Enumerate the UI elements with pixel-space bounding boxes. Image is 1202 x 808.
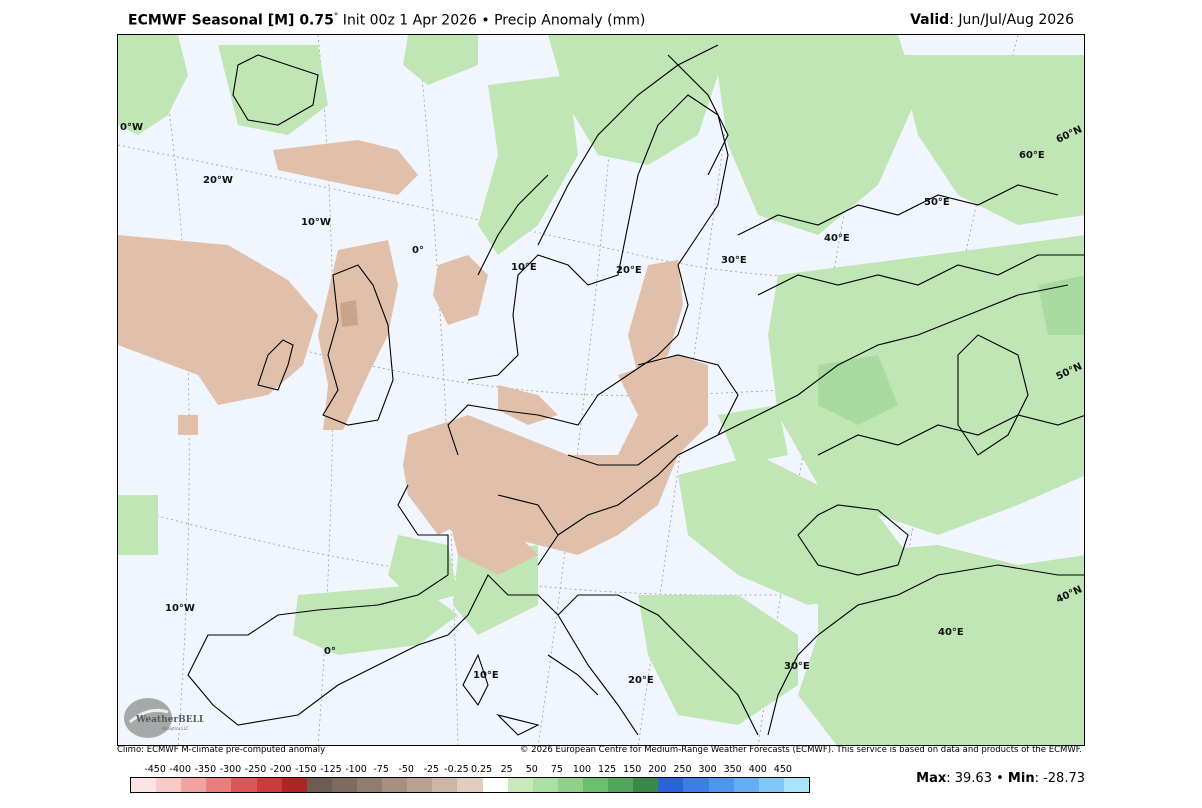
colorbar-swatch	[733, 778, 759, 792]
colorbar-swatch	[532, 778, 558, 792]
lon-label-50e: 50°E	[924, 197, 950, 208]
colorbar-tick-label: -75	[373, 764, 389, 775]
colorbar-tick-label: 100	[572, 764, 592, 775]
colorbar-tick-label: -0.25	[444, 764, 469, 775]
lon-label-30e: 30°E	[721, 255, 747, 266]
colorbar-tick-label: -450	[144, 764, 166, 775]
colorbar-tick-label: 400	[748, 764, 767, 775]
map-title: ECMWF Seasonal [M] 0.75° Init 00z 1 Apr …	[128, 12, 645, 29]
colorbar-swatch	[281, 778, 307, 792]
colorbar-swatch	[306, 778, 332, 792]
map-canvas: 0°W 20°W 10°W 0° 10°E 20°E 30°E 40°E 50°…	[118, 35, 1084, 745]
max-value: : 39.63	[946, 771, 992, 786]
colorbar	[130, 777, 810, 793]
lon-label-20e: 20°E	[616, 265, 642, 276]
dry-anomaly-strong	[340, 300, 358, 327]
model-name: ECMWF Seasonal [M] 0.75	[128, 12, 334, 29]
lon-label-10e-south: 10°E	[473, 670, 499, 681]
colorbar-swatch	[457, 778, 483, 792]
lon-label-30e-south: 30°E	[784, 661, 810, 672]
colorbar-swatch	[507, 778, 533, 792]
lon-label-40e-south: 40°E	[938, 627, 964, 638]
colorbar-swatch	[256, 778, 282, 792]
lon-label-0: 0°	[412, 245, 424, 256]
colorbar-tick-label: -250	[244, 764, 267, 775]
lon-label-10w-south: 10°W	[165, 603, 195, 614]
colorbar-tick-label: -150	[294, 764, 317, 775]
coastlines-and-borders	[187, 44, 1084, 736]
max-min-stats: Max: 39.63 • Min: -28.73	[916, 771, 1085, 786]
lon-label-20e-south: 20°E	[628, 675, 654, 686]
colorbar-swatch	[582, 778, 609, 792]
colorbar-swatch	[156, 778, 182, 792]
lon-label-10w: 10°W	[301, 217, 331, 228]
colorbar-tick-label: -400	[169, 764, 191, 775]
colorbar-tick-label: -300	[219, 764, 242, 775]
lon-label-60e: 60°E	[1019, 150, 1045, 161]
colorbar-swatch	[708, 778, 734, 792]
min-label: Min	[1007, 771, 1035, 786]
max-label: Max	[916, 771, 947, 786]
colorbar-swatch	[658, 778, 684, 792]
colorbar-tick-label: -50	[398, 764, 414, 775]
colorbar-tick-label: 25	[500, 764, 513, 775]
colorbar-tick-labels: -450 -400 -350 -300 -250 -200 -150 -125 -100 -75-…	[130, 764, 810, 776]
colorbar-swatch	[482, 778, 508, 792]
degree-symbol: °	[333, 12, 339, 22]
min-value: : -28.73	[1034, 771, 1085, 786]
colorbar-swatch	[356, 778, 383, 792]
colorbar-tick-label: -350	[194, 764, 217, 775]
colorbar-swatch	[331, 778, 357, 792]
colorbar-swatch	[181, 778, 207, 792]
valid-value: : Jun/Jul/Aug 2026	[949, 12, 1074, 28]
colorbar-tick-label: 250	[673, 764, 692, 775]
lon-label-10e: 10°E	[511, 262, 537, 273]
colorbar-tick-label: 50	[525, 764, 538, 775]
lon-label-0w: 0°W	[120, 122, 143, 133]
colorbar-tick-label: -200	[269, 764, 292, 775]
colorbar-tick-label: 0.25	[470, 764, 493, 775]
precip-anomaly-map: 0°W 20°W 10°W 0° 10°E 20°E 30°E 40°E 50°…	[117, 34, 1085, 746]
colorbar-tick-label: 150	[623, 764, 642, 775]
colorbar-tick-label: 75	[550, 764, 563, 775]
colorbar-swatch	[382, 778, 408, 792]
colorbar-swatch	[758, 778, 784, 792]
colorbar-swatch	[783, 778, 809, 792]
colorbar-tick-label: 200	[648, 764, 667, 775]
colorbar-swatch	[633, 778, 659, 792]
colorbar-swatch	[131, 778, 157, 792]
init-and-variable: Init 00z 1 Apr 2026 • Precip Anomaly (mm…	[338, 12, 646, 29]
weatherbell-logo: WeatherBELL Analytics LLC	[124, 698, 204, 738]
colorbar-swatch	[407, 778, 433, 792]
colorbar-swatch	[432, 778, 458, 792]
colorbar-swatch	[231, 778, 257, 792]
dry-anomaly-areas	[118, 140, 708, 575]
logo-text: WeatherBELL	[135, 715, 204, 725]
valid-label: Valid	[910, 12, 950, 28]
valid-period: Valid: Jun/Jul/Aug 2026	[910, 12, 1074, 28]
wet-anomaly-strong	[818, 275, 1084, 425]
colorbar-tick-label: 450	[773, 764, 792, 775]
colorbar-tick-label: -125	[320, 764, 342, 775]
colorbar-swatch	[206, 778, 232, 792]
lon-label-0-south: 0°	[324, 646, 336, 657]
climo-note: Climo: ECMWF M-climate pre-computed anom…	[117, 745, 326, 755]
logo-subtext: Analytics LLC	[162, 726, 189, 731]
colorbar-tick-label: -100	[345, 764, 367, 775]
colorbar-swatch	[557, 778, 583, 792]
colorbar-tick-label: 350	[723, 764, 742, 775]
colorbar-swatch	[683, 778, 709, 792]
colorbar-tick-label: 300	[698, 764, 717, 775]
lon-label-40e: 40°E	[824, 233, 850, 244]
copyright-note: © 2026 European Centre for Medium-Range …	[519, 745, 1082, 755]
colorbar-tick-label: 125	[598, 764, 617, 775]
lon-label-20w: 20°W	[203, 175, 233, 186]
colorbar-tick-label: -25	[423, 764, 440, 775]
stats-separator: •	[991, 771, 1008, 786]
colorbar-swatch	[608, 778, 634, 792]
